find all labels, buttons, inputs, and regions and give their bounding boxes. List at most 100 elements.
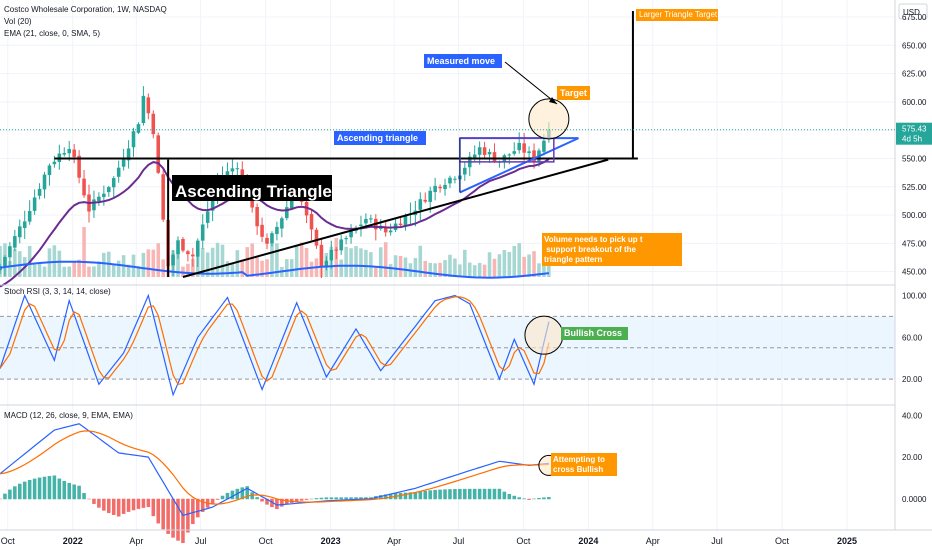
volume-legend: Vol (20) xyxy=(4,17,32,26)
macd-histogram-bar xyxy=(482,488,487,500)
volume-bar xyxy=(344,246,348,277)
macd-histogram-bar xyxy=(270,498,274,508)
volume-bar xyxy=(42,266,47,277)
time-label: Oct xyxy=(1,536,16,546)
volume-bar xyxy=(240,259,245,277)
candle xyxy=(57,144,62,170)
macd-histogram-bar xyxy=(428,490,432,500)
volume-bar xyxy=(265,259,269,277)
volume-bar xyxy=(141,252,146,277)
candle xyxy=(72,143,76,164)
volume-bar xyxy=(472,265,477,277)
macd-histogram-bar xyxy=(156,498,161,524)
price-tick: 475.00 xyxy=(902,239,927,248)
volume-bar xyxy=(443,260,447,277)
volume-bar xyxy=(92,266,96,277)
candle xyxy=(62,147,67,157)
ema-legend: EMA (21, close, 0, SMA, 5) xyxy=(4,29,100,38)
macd-histogram-bar xyxy=(448,489,452,500)
macd-histogram-bar xyxy=(3,493,7,500)
macd-histogram-bar xyxy=(161,498,165,530)
volume-bar xyxy=(304,247,309,277)
volume-bar xyxy=(13,248,17,277)
candle xyxy=(314,227,319,249)
candle xyxy=(275,221,279,241)
larger-target-label: Larger Triangle Target xyxy=(636,9,718,21)
volume-bar xyxy=(487,252,492,277)
volume-bar xyxy=(423,260,428,277)
macd-histogram-bar xyxy=(107,498,111,514)
macd-histogram-bar xyxy=(472,488,477,500)
candle xyxy=(131,127,136,157)
macd-histogram-bar xyxy=(280,498,284,507)
macd-histogram-bar xyxy=(102,498,106,511)
macd-histogram-bar xyxy=(13,486,17,500)
ascending-triangle-label-text: Ascending triangle xyxy=(337,133,418,143)
macd-histogram-bar xyxy=(285,498,289,505)
time-label: 2022 xyxy=(63,536,83,546)
macd-histogram-bar xyxy=(329,497,334,500)
candle xyxy=(3,255,7,277)
macd-line xyxy=(0,423,549,517)
macd-histogram-bar xyxy=(171,498,175,538)
last-price-tag xyxy=(896,122,932,145)
macd-histogram-bar xyxy=(532,498,536,500)
ascending-triangle-label: Ascending triangle xyxy=(334,131,426,145)
volume-bar xyxy=(161,259,165,277)
macd-title: MACD (12, 26, close, 9, EMA, EMA) xyxy=(4,411,133,420)
time-label: 2024 xyxy=(578,536,598,546)
macd-histogram-bar xyxy=(537,497,541,500)
macd-histogram-bar xyxy=(87,498,91,500)
candle xyxy=(102,185,106,206)
macd-histogram-bar xyxy=(453,489,457,500)
volume-bar xyxy=(428,262,432,277)
candle xyxy=(32,189,37,215)
macd-histogram-bar xyxy=(111,498,116,515)
candle xyxy=(82,169,86,198)
candle xyxy=(200,214,205,249)
candle xyxy=(116,160,121,183)
macd-histogram-bar xyxy=(37,477,42,500)
volume-bar xyxy=(393,255,398,277)
candle xyxy=(477,141,482,165)
macd-histogram-bar xyxy=(8,489,12,500)
bullish-cross-label-text: Bullish Cross xyxy=(564,328,622,338)
volume-bar xyxy=(413,257,418,277)
macd-histogram-bar xyxy=(121,498,126,514)
macd-histogram-bar xyxy=(403,492,408,500)
macd-histogram-bar xyxy=(255,497,259,500)
macd-histogram-bar xyxy=(344,497,348,500)
volume-bar xyxy=(492,258,497,277)
volume-bar xyxy=(497,254,502,277)
volume-bar xyxy=(57,250,62,277)
ema-and-volume-ma xyxy=(0,158,550,288)
macd-histogram-bar xyxy=(304,498,309,500)
macd-histogram-bar xyxy=(265,498,269,505)
macd-histogram-bar xyxy=(413,492,418,500)
macd-signal-line xyxy=(0,430,549,505)
macd-histogram-bar xyxy=(57,478,62,500)
volume-bar xyxy=(507,251,512,277)
macd-histogram-bar xyxy=(527,498,531,500)
stoch-d-line xyxy=(0,296,550,385)
macd-histogram-bar xyxy=(245,486,250,500)
macd-histogram-bar xyxy=(547,497,551,500)
volume-bar xyxy=(37,263,42,277)
candle xyxy=(22,210,27,239)
volume-bar xyxy=(527,254,531,277)
symbol-title: Costco Wholesale Corporation, 1W, NASDAQ xyxy=(4,5,167,14)
volume-bar xyxy=(136,266,141,277)
time-label: Apr xyxy=(387,536,401,546)
volume-bar xyxy=(205,252,210,277)
macd-histogram-bar xyxy=(92,498,96,504)
volume-bar xyxy=(359,248,363,277)
target-label: Target xyxy=(557,86,590,100)
macd-histogram-bar xyxy=(52,475,57,500)
volume-bar xyxy=(522,256,526,277)
macd-histogram-bar xyxy=(349,497,353,500)
currency-button[interactable] xyxy=(898,3,928,20)
macd-histogram-bar xyxy=(364,497,368,500)
macd-histogram-bar xyxy=(492,488,497,500)
macd-histogram-bar xyxy=(191,498,195,525)
